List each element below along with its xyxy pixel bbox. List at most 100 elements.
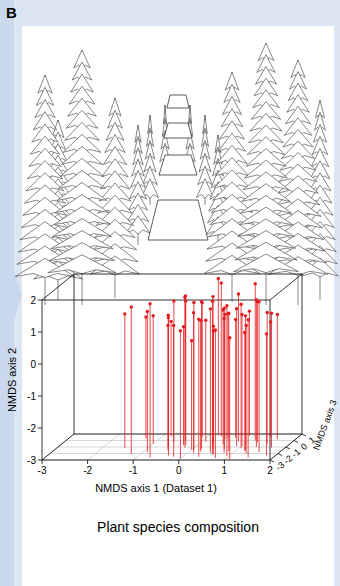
point bbox=[179, 329, 182, 332]
x-tick bbox=[133, 460, 134, 464]
point bbox=[254, 282, 257, 285]
point bbox=[257, 300, 260, 303]
box-edge bbox=[42, 460, 270, 461]
panel-label: B bbox=[6, 4, 17, 21]
drop-line bbox=[241, 304, 242, 448]
point bbox=[146, 310, 149, 313]
x-tick bbox=[87, 460, 88, 464]
y-tick-label: 2 bbox=[30, 295, 36, 306]
drop-line bbox=[228, 314, 229, 439]
drop-line bbox=[124, 314, 125, 448]
drop-line bbox=[183, 327, 184, 445]
chart bbox=[38, 274, 306, 464]
drop-line bbox=[171, 321, 172, 436]
drop-line bbox=[184, 297, 185, 447]
point bbox=[246, 318, 249, 321]
drop-line bbox=[248, 320, 249, 458]
plot-trapezoid bbox=[167, 95, 189, 108]
point bbox=[200, 300, 203, 303]
z-tick-label: 0 bbox=[299, 441, 309, 452]
point bbox=[209, 307, 212, 310]
grid-line bbox=[50, 453, 278, 454]
y-tick bbox=[38, 332, 42, 333]
z-tick bbox=[278, 454, 282, 456]
y-tick-label: -3 bbox=[27, 455, 36, 466]
drop-line bbox=[212, 301, 213, 455]
background bbox=[0, 0, 340, 586]
forest-illustration bbox=[15, 43, 338, 305]
plot-box bbox=[42, 274, 302, 460]
drop-line bbox=[147, 311, 148, 452]
y-tick bbox=[38, 300, 42, 301]
drop-line bbox=[150, 304, 151, 458]
z-tick bbox=[270, 460, 274, 462]
point bbox=[248, 309, 251, 312]
z-tick bbox=[294, 441, 298, 443]
drop-line bbox=[153, 316, 154, 444]
point bbox=[183, 296, 186, 299]
point bbox=[227, 312, 230, 315]
point bbox=[217, 277, 220, 280]
drop-line bbox=[271, 313, 272, 447]
x-tick bbox=[224, 460, 225, 464]
drop-line bbox=[173, 326, 174, 457]
drop-line bbox=[200, 320, 201, 451]
panel bbox=[22, 26, 334, 586]
point bbox=[214, 328, 217, 331]
tree bbox=[126, 125, 150, 245]
point bbox=[220, 281, 223, 284]
box-edge bbox=[74, 434, 302, 435]
y-tick-label: 1 bbox=[30, 327, 36, 338]
point bbox=[148, 302, 151, 305]
drop-line bbox=[226, 306, 227, 456]
point bbox=[223, 313, 226, 316]
drop-line bbox=[235, 320, 236, 438]
box-edge bbox=[74, 274, 75, 434]
grid-line bbox=[74, 434, 302, 435]
point bbox=[167, 316, 170, 319]
point bbox=[265, 332, 268, 335]
drop-line bbox=[259, 302, 260, 452]
axis-labels: -3-2-1012-3-2-1012-3-2-101NMDS axis 2NMD… bbox=[6, 295, 339, 495]
drop-line bbox=[198, 319, 199, 457]
point bbox=[204, 319, 207, 322]
x-axis-title: NMDS axis 1 (Dataset 1) bbox=[95, 482, 217, 494]
x-tick bbox=[178, 460, 179, 464]
point bbox=[223, 306, 226, 309]
point bbox=[152, 314, 155, 317]
point bbox=[190, 339, 193, 342]
drop-line bbox=[249, 311, 250, 436]
drop-line bbox=[223, 310, 224, 444]
figure: B-3-2-1012-3-2-1012-3-2-101NMDS axis 2NM… bbox=[0, 0, 340, 586]
point bbox=[266, 311, 269, 314]
point bbox=[244, 314, 247, 317]
branch-layer bbox=[48, 255, 116, 274]
box-edge bbox=[270, 274, 302, 300]
y-tick-label: -2 bbox=[27, 423, 36, 434]
point bbox=[172, 324, 175, 327]
point bbox=[172, 299, 175, 302]
box-edge bbox=[42, 274, 74, 300]
point bbox=[192, 311, 195, 314]
drop-line bbox=[215, 330, 216, 458]
box-edge bbox=[42, 434, 74, 460]
point bbox=[169, 320, 172, 323]
drop-line bbox=[246, 326, 247, 454]
drop-line bbox=[242, 315, 243, 446]
point bbox=[123, 312, 126, 315]
drop-line bbox=[205, 320, 206, 442]
point bbox=[211, 295, 214, 298]
drop-line bbox=[201, 302, 202, 449]
point bbox=[192, 301, 195, 304]
x-tick-label: -1 bbox=[129, 465, 138, 476]
drop-line bbox=[168, 318, 169, 456]
point bbox=[237, 292, 240, 295]
point bbox=[228, 336, 231, 339]
drop-line bbox=[256, 300, 257, 447]
z-tick-label: -1 bbox=[290, 447, 303, 460]
drop-line bbox=[145, 317, 146, 439]
y-tick bbox=[38, 364, 42, 365]
drop-line bbox=[210, 309, 211, 453]
box-edge bbox=[42, 300, 270, 301]
box-edge bbox=[302, 274, 303, 434]
